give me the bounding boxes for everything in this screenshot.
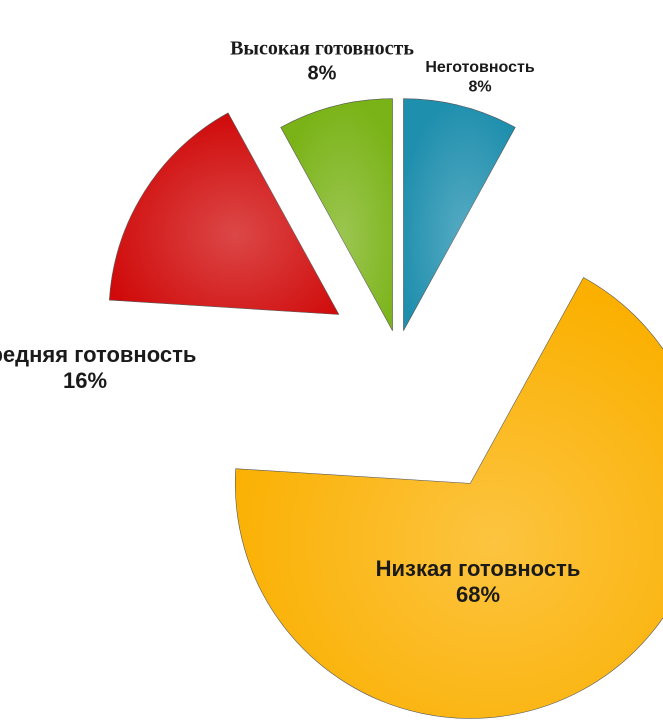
slice-label: Средняя готовность	[0, 342, 196, 367]
slice-value-label: 8%	[468, 78, 491, 95]
slice-shine	[280, 98, 393, 331]
slice-value-label: 16%	[63, 368, 107, 393]
slice-label: Неготовность	[425, 59, 534, 76]
slice-label: Высокая готовность	[230, 38, 414, 60]
slice-value-label: 8%	[308, 62, 337, 84]
slice-shine	[403, 98, 516, 331]
slice-value-label: 68%	[456, 582, 500, 607]
slice-label: Низкая готовность	[376, 556, 581, 581]
slice-shine	[235, 277, 663, 719]
slice-shine	[109, 112, 339, 315]
